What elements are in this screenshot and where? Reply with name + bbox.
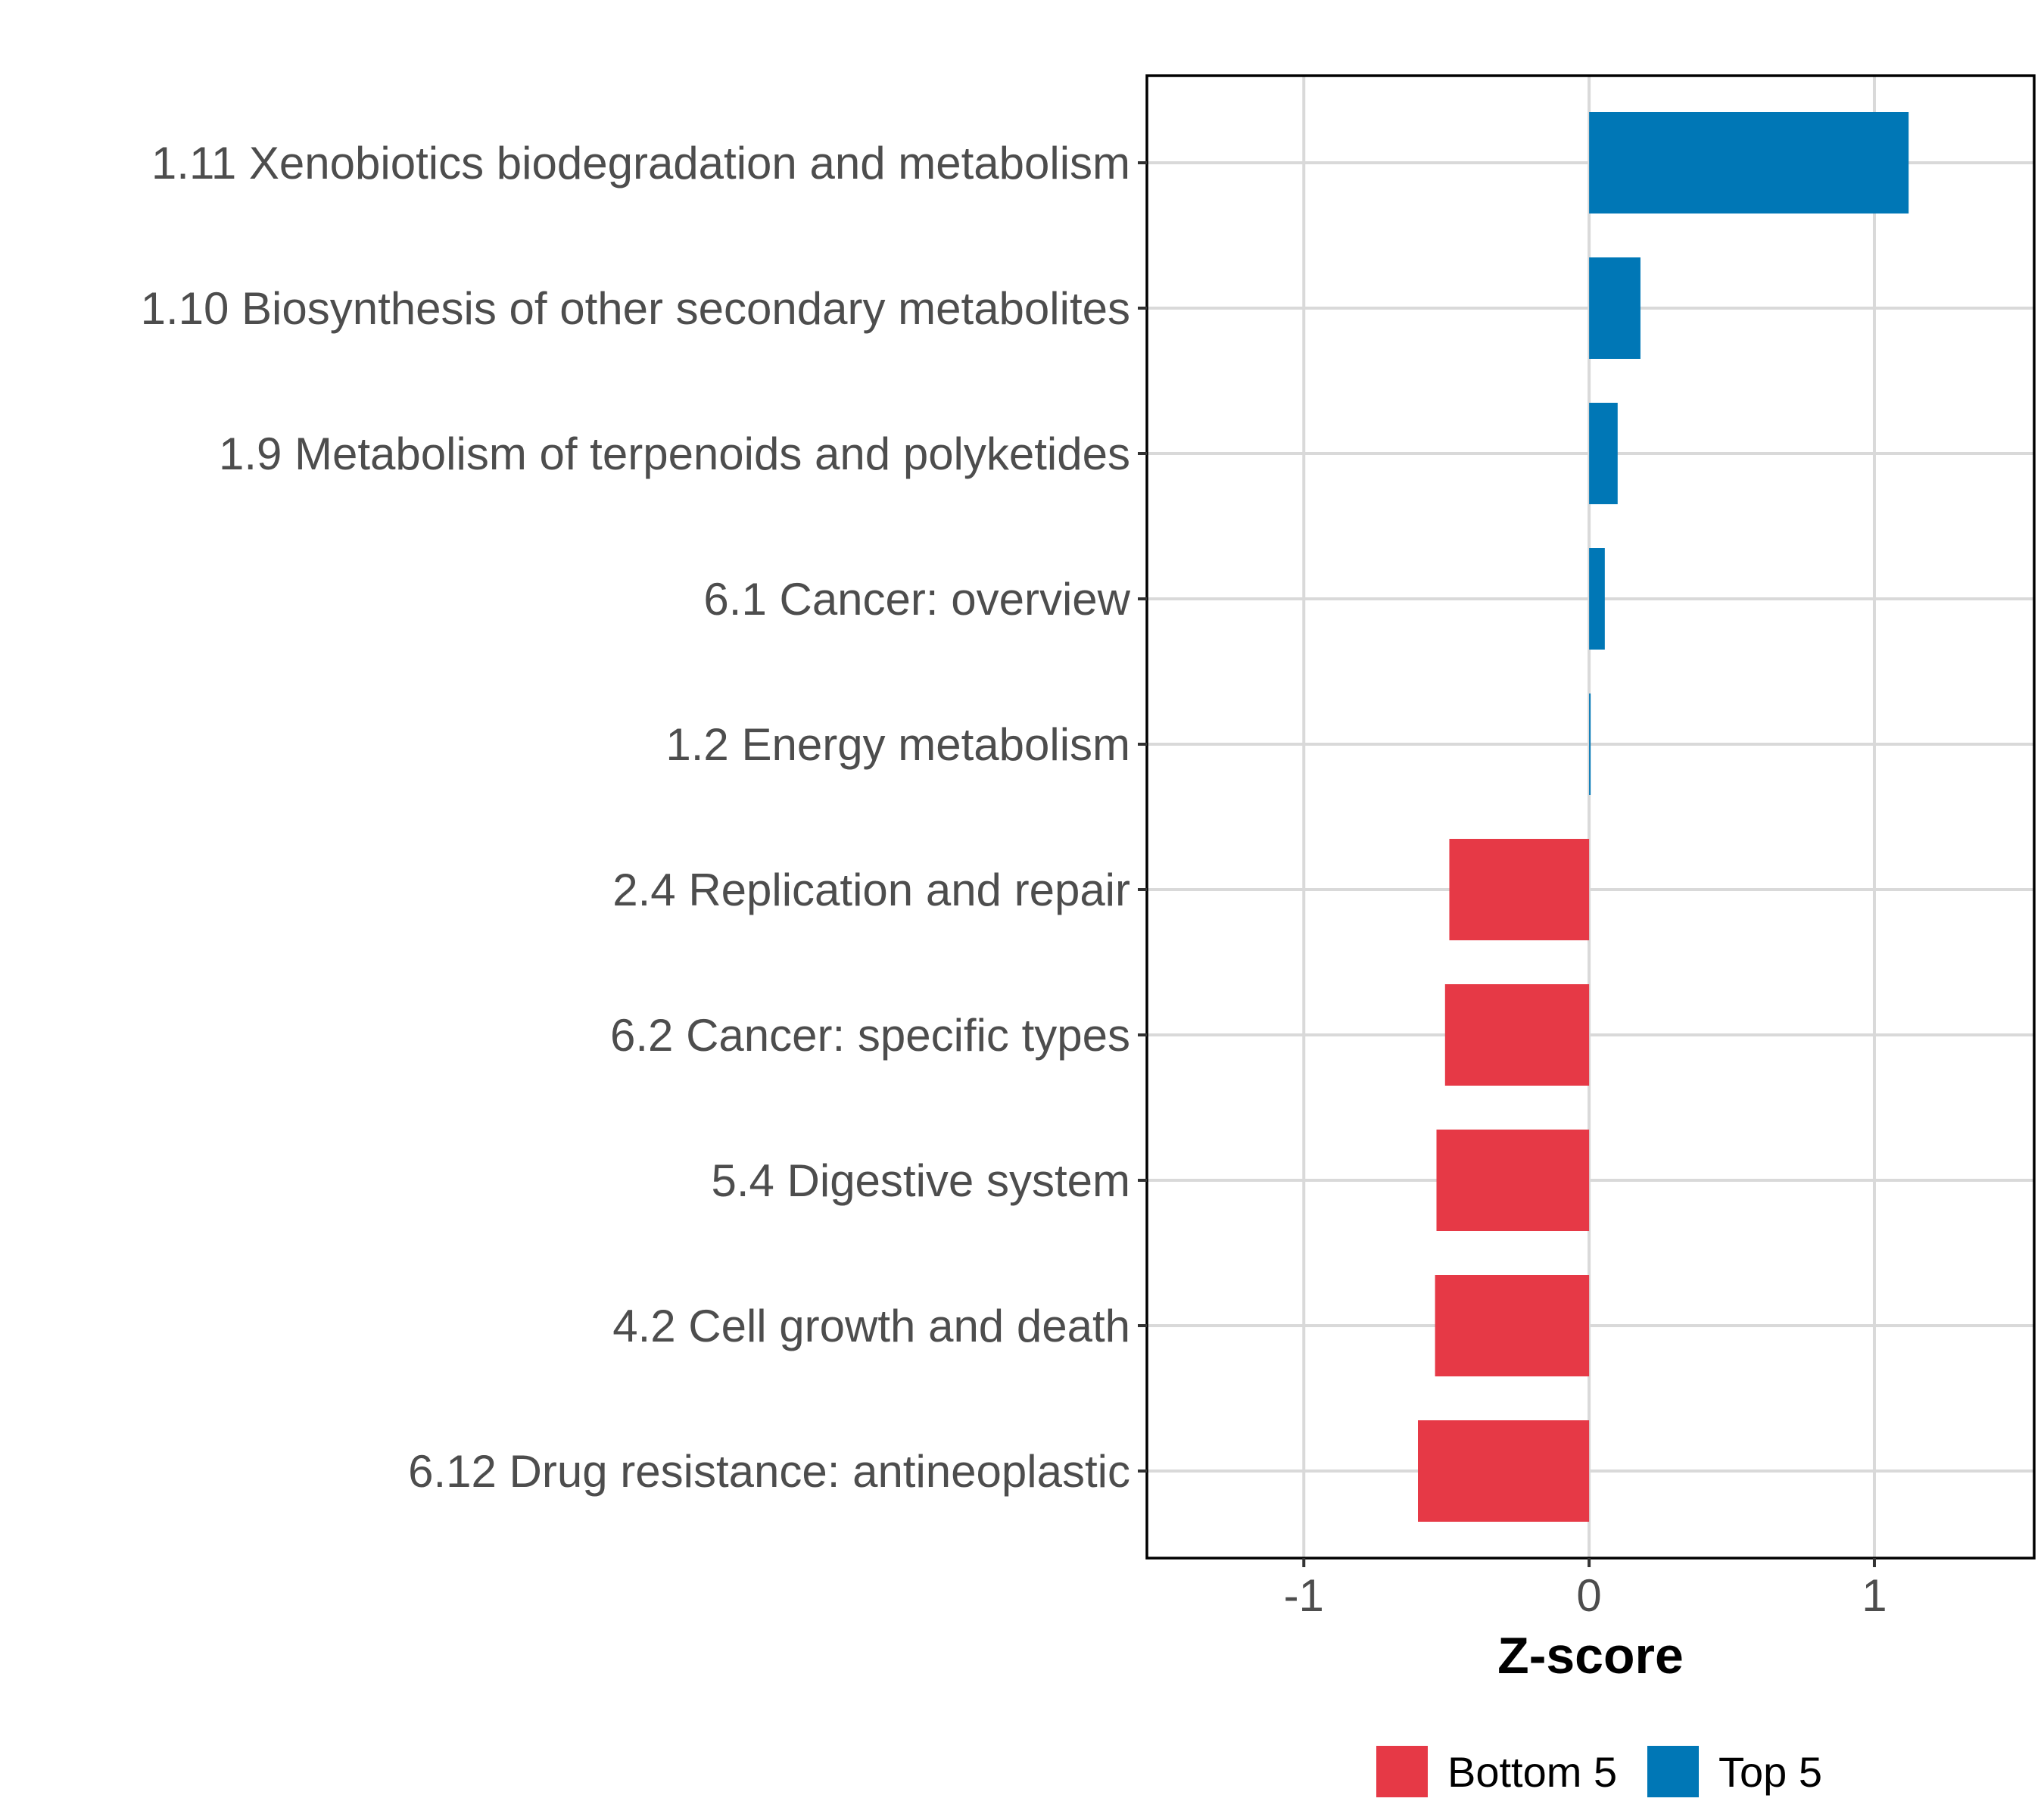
y-tick-label: 1.2 Energy metabolism <box>665 719 1130 770</box>
y-axis: 1.11 Xenobiotics biodegradation and meta… <box>141 138 1147 1497</box>
y-tick-label: 2.4 Replication and repair <box>612 865 1130 915</box>
legend-label: Top 5 <box>1718 1748 1822 1796</box>
bar <box>1589 403 1618 504</box>
bar <box>1589 548 1605 650</box>
y-tick-label: 6.2 Cancer: specific types <box>610 1010 1130 1061</box>
bar <box>1589 112 1909 213</box>
y-tick-label: 1.10 Biosynthesis of other secondary met… <box>141 283 1130 334</box>
y-tick-label: 1.9 Metabolism of terpenoids and polyket… <box>219 429 1130 479</box>
x-tick-label: 0 <box>1576 1570 1601 1621</box>
bar <box>1435 1275 1590 1376</box>
bar <box>1589 693 1591 795</box>
legend-swatch <box>1376 1746 1428 1797</box>
grid-lines <box>1147 76 2034 1558</box>
bar <box>1589 257 1640 359</box>
bar <box>1444 984 1590 1086</box>
bars <box>1418 112 1909 1522</box>
legend-label: Bottom 5 <box>1447 1748 1617 1796</box>
y-tick-label: 4.2 Cell growth and death <box>612 1301 1130 1351</box>
legend-swatch <box>1647 1746 1699 1797</box>
bar <box>1436 1130 1590 1231</box>
y-tick-label: 5.4 Digestive system <box>711 1155 1130 1206</box>
y-tick-label: 1.11 Xenobiotics biodegradation and meta… <box>151 138 1130 189</box>
y-tick-label: 6.1 Cancer: overview <box>703 574 1130 625</box>
legend: Bottom 5 Top 5 <box>1376 1746 1822 1797</box>
y-tick-label: 6.12 Drug resistance: antineoplastic <box>408 1446 1130 1497</box>
x-axis-title: Z-score <box>1497 1627 1684 1685</box>
bar <box>1418 1420 1590 1522</box>
bar <box>1449 839 1590 940</box>
x-tick-label: -1 <box>1284 1570 1324 1621</box>
x-axis: -1 0 1 <box>1284 1558 1887 1621</box>
x-tick-label: 1 <box>1862 1570 1887 1621</box>
